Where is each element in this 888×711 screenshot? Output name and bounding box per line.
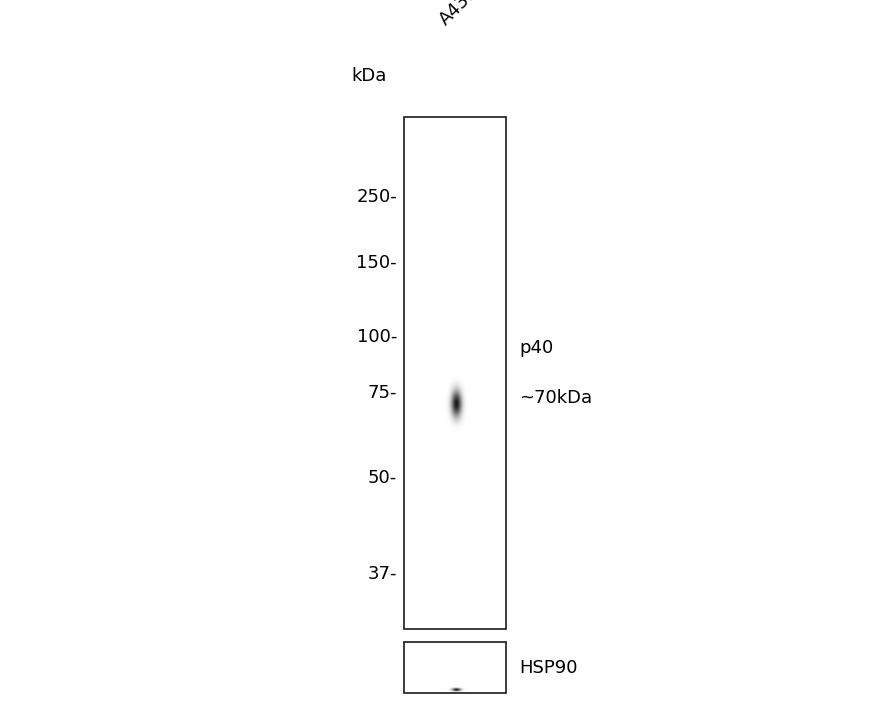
- Text: p40: p40: [519, 339, 554, 358]
- Bar: [404, 642, 506, 693]
- Text: 37-: 37-: [368, 565, 397, 583]
- Text: HSP90: HSP90: [519, 658, 578, 677]
- Text: 150-: 150-: [356, 255, 397, 272]
- Text: ~70kDa: ~70kDa: [519, 389, 592, 407]
- Text: 100-: 100-: [357, 328, 397, 346]
- Text: 75-: 75-: [368, 384, 397, 402]
- Text: kDa: kDa: [351, 68, 386, 85]
- Bar: [404, 117, 506, 629]
- Text: 50-: 50-: [368, 469, 397, 487]
- Text: 250-: 250-: [356, 188, 397, 205]
- Text: A431: A431: [436, 0, 481, 28]
